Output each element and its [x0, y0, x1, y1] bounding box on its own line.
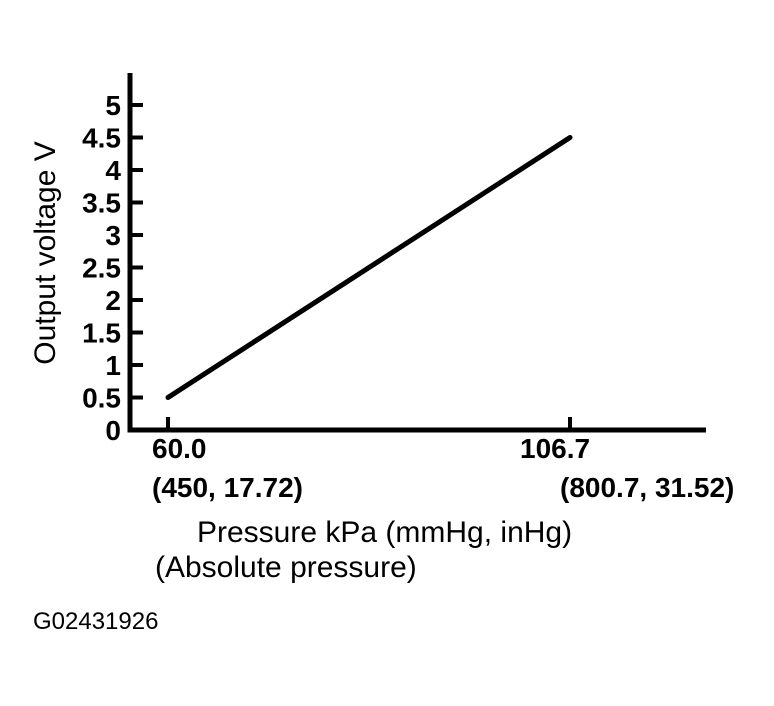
x-axis-label-line2: (Absolute pressure)	[155, 551, 417, 584]
figure-code: G02431926	[33, 608, 159, 635]
y-tick-label: 4	[105, 155, 121, 186]
x-axis-label-line1: Pressure kPa (mmHg, inHg)	[197, 516, 573, 549]
y-tick-label: 3	[105, 220, 121, 251]
y-tick-label: 1	[105, 350, 121, 381]
y-axis-label: Output voltage V	[29, 141, 62, 365]
x-tick-label: 60.0	[152, 433, 207, 464]
sensor-output-line	[165, 135, 573, 400]
y-tick-label: 2.5	[82, 253, 121, 284]
y-tick-label: 1.5	[82, 318, 121, 349]
y-tick-label: 5	[105, 90, 121, 121]
y-tick-label: 0	[105, 415, 121, 446]
x-tick-sublabel: (800.7, 31.52)	[560, 472, 734, 503]
y-tick-label: 2	[105, 285, 121, 316]
y-tick-label: 4.5	[82, 123, 121, 154]
x-tick-label: 106.7	[520, 433, 590, 464]
y-tick-label: 3.5	[82, 188, 121, 219]
x-tick-sublabel: (450, 17.72)	[152, 472, 303, 503]
y-tick-label: 0.5	[82, 383, 121, 414]
